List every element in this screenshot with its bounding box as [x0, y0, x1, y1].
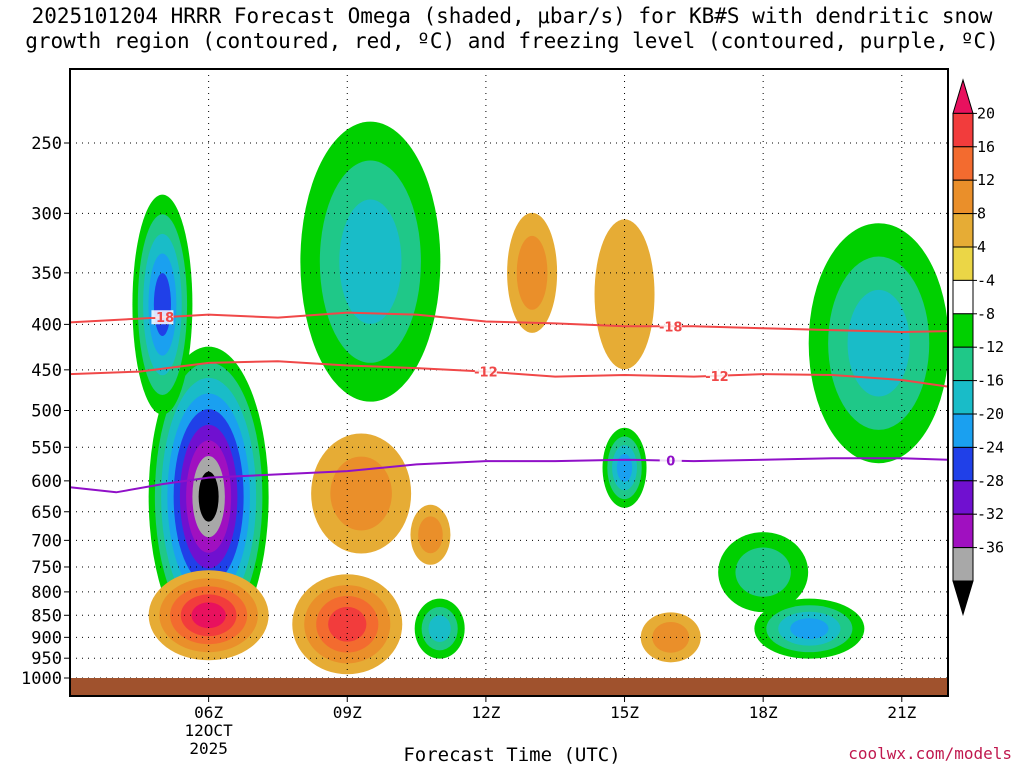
ascent-2030z-level [847, 289, 910, 397]
x-tick-label: 12Z [471, 703, 500, 722]
colorbar-label: 12 [977, 171, 995, 189]
colorbar-label: -32 [977, 505, 1004, 523]
freezing-level-label-bg [659, 453, 682, 468]
y-tick-label: 550 [31, 438, 62, 458]
colorbar-label: -12 [977, 338, 1004, 356]
dgz-bottom-label-bg [474, 364, 497, 379]
x-tick-label: 09Z [333, 703, 362, 722]
credit-text[interactable]: coolwx.com/models [848, 744, 1012, 763]
y-tick-label: 250 [31, 134, 62, 154]
ascent-1100z-level [428, 615, 451, 642]
descent-0900z-level [328, 606, 367, 642]
colorbar-swatch [952, 313, 974, 348]
colorbar-swatch [952, 446, 974, 482]
date-label-line-2: 2025 [189, 739, 228, 758]
y-tick-label: 850 [31, 606, 62, 626]
y-tick-label: 700 [31, 531, 62, 551]
ascent-1800z-level [735, 547, 791, 597]
ascent-1500z-level [616, 453, 633, 482]
plot-frame [69, 68, 949, 697]
colorbar-bottom-arrow [952, 580, 974, 617]
colorbar-swatch [952, 146, 974, 181]
dgz-bottom-contour [69, 360, 949, 388]
y-tick-label: 500 [31, 402, 62, 422]
dgz-top-contour [69, 311, 949, 334]
colorbar-swatch [952, 246, 974, 281]
colorbar-swatch [952, 213, 974, 248]
y-tick-label: 750 [31, 558, 62, 578]
y-tick-label: 800 [31, 583, 62, 603]
descent-1030z-level [418, 516, 443, 554]
date-label-line-1: 12OCT [185, 721, 234, 740]
colorbar-label: -20 [977, 405, 1004, 423]
colorbar-swatch [952, 513, 974, 549]
x-tick-label: 06Z [194, 703, 223, 722]
colorbar-swatch [952, 179, 974, 215]
dgz-bottom-label: -12 [474, 366, 498, 381]
colorbar-top-arrow [952, 78, 974, 114]
dgz-top-label-bg [151, 310, 174, 325]
colorbar-label: -16 [977, 372, 1004, 390]
freezing-level-label: 0 [666, 455, 675, 470]
colorbar-label: -8 [977, 305, 995, 323]
x-axis-label: Forecast Time (UTC) [403, 744, 621, 766]
colorbar-swatch [952, 279, 974, 315]
colorbar-label: 8 [977, 205, 986, 223]
colorbar-label: -4 [977, 271, 995, 289]
surface-band [70, 678, 948, 696]
colorbar-swatch [952, 413, 974, 448]
colorbar-label: -24 [977, 438, 1004, 456]
dgz-top-label: -18 [151, 311, 175, 326]
y-tick-label: 400 [31, 315, 62, 335]
chart-title: 2025101204 HRRR Forecast Omega (shaded, … [0, 4, 1024, 54]
colorbar-label: 20 [977, 104, 995, 122]
title-line-2: growth region (contoured, red, ºC) and f… [25, 29, 999, 53]
x-tick-label: 21Z [887, 703, 916, 722]
title-line-1: 2025101204 HRRR Forecast Omega (shaded, … [31, 4, 993, 28]
y-tick-label: 650 [31, 503, 62, 523]
colorbar-label: 16 [977, 138, 995, 156]
dgz-bottom-label-bg [705, 368, 728, 383]
y-tick-label: 600 [31, 472, 62, 492]
x-tick-label: 18Z [749, 703, 778, 722]
dgz-top-label: -18 [659, 320, 683, 335]
colorbar-label: -28 [977, 472, 1004, 490]
freezing-level-contour [69, 457, 949, 494]
y-tick-label: 950 [31, 649, 62, 669]
y-tick-label: 350 [31, 264, 62, 284]
colorbar-swatch [952, 547, 974, 582]
colorbar-swatch [952, 380, 974, 415]
dgz-top-label-bg [659, 319, 682, 334]
y-tick-label: 1000 [21, 669, 62, 689]
colorbar-swatch [952, 480, 974, 515]
ascent-0500z-level [153, 273, 171, 337]
colorbar-swatch [952, 112, 974, 148]
colorbar-label: -36 [977, 539, 1004, 557]
colorbar-label: 4 [977, 238, 986, 256]
descent-1500z-level [594, 219, 655, 370]
ascent-1900z-level [790, 618, 829, 640]
y-tick-label: 450 [31, 361, 62, 381]
ascent-0630z-level [198, 471, 219, 522]
dgz-bottom-label: -12 [705, 370, 729, 385]
x-tick-label: 15Z [610, 703, 639, 722]
colorbar-swatch [952, 346, 974, 382]
y-tick-label: 300 [31, 204, 62, 224]
y-tick-label: 900 [31, 628, 62, 648]
ascent-0830z-level [339, 199, 402, 324]
omega-shading [132, 121, 948, 675]
